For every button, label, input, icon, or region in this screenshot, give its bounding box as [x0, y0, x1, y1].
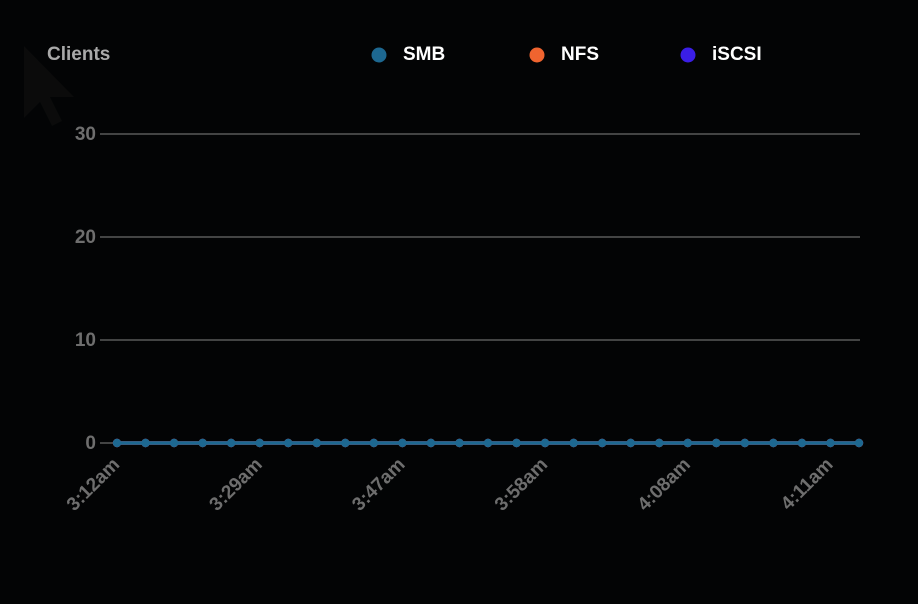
data-point [769, 438, 778, 448]
y-tick-label: 20 [75, 227, 96, 248]
data-point [854, 438, 864, 448]
y-tick-label: 30 [75, 124, 96, 145]
data-point [683, 438, 692, 448]
data-point [341, 438, 350, 448]
data-point [141, 438, 150, 448]
legend-marker [529, 47, 545, 63]
data-point [169, 438, 179, 448]
data-point [284, 438, 293, 448]
data-point [597, 438, 607, 448]
data-point [369, 438, 379, 448]
cursor [24, 46, 74, 126]
data-point [740, 438, 750, 448]
legend-label: iSCSI [712, 44, 762, 65]
data-point [198, 438, 207, 448]
data-point [826, 438, 835, 448]
data-point [255, 438, 264, 448]
data-point [455, 438, 464, 448]
data-point [569, 438, 578, 448]
y-tick-label: 10 [75, 330, 96, 351]
data-point [540, 438, 550, 448]
data-point [712, 438, 721, 448]
data-point [312, 438, 321, 448]
data-point [112, 438, 122, 448]
plot [112, 438, 864, 448]
data-point [226, 438, 236, 448]
data-point [626, 438, 635, 448]
data-point [655, 438, 664, 448]
chart-title: Clients [47, 44, 110, 65]
data-point [797, 438, 807, 448]
legend: SMB NFS iSCSI [371, 44, 762, 65]
legend-label: NFS [561, 44, 599, 65]
data-point [483, 438, 493, 448]
data-point [426, 438, 436, 448]
data-point [398, 438, 407, 448]
legend-marker [371, 47, 387, 63]
y-tick-label: 0 [85, 433, 96, 454]
legend-label: SMB [403, 44, 445, 65]
legend-marker [680, 47, 696, 63]
data-point [512, 438, 521, 448]
